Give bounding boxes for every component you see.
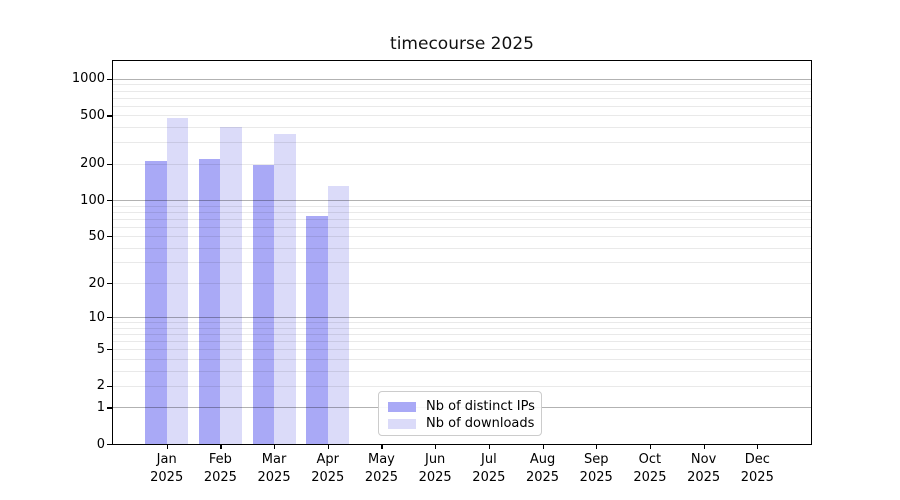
gridline-minor-200 [113,163,811,165]
x-tick-label-apr: Apr 2025 [311,452,345,485]
gridline-minor-20 [113,283,811,285]
bar-nb-of-distinct-ips-mar [252,164,275,444]
gridline-minor-6 [113,341,811,343]
bar-nb-of-downloads-feb [220,126,242,444]
x-tick-label-feb: Feb 2025 [203,452,237,485]
y-tick-mark [107,349,113,351]
x-tick-mark [274,444,276,449]
gridline-minor-9 [113,322,811,324]
legend-item-distinct-ips: Nb of distinct IPs [388,398,535,415]
x-tick-mark [649,444,652,449]
gridline-minor-300 [113,142,811,144]
x-tick-label-sep: Sep 2025 [579,452,613,485]
x-tick-label-jan: Jan 2025 [150,452,184,485]
gridline-minor-60 [113,226,811,228]
x-tick-mark [542,444,544,449]
x-tick-mark [488,444,491,449]
y-tick-mark [107,385,113,388]
x-tick-label-dec: Dec 2025 [740,452,774,485]
y-tick-mark [107,444,113,446]
chart-title: timecourse 2025 [390,34,534,54]
x-tick-label-aug: Aug 2025 [525,452,560,485]
y-tick-mark [107,236,113,238]
bar-nb-of-distinct-ips-jan [145,161,167,444]
gridline-minor-2 [113,385,811,387]
legend-swatch-distinct-ips [388,401,416,412]
y-tick-label-1000: 1000 [71,71,105,87]
y-tick-label-0: 0 [96,436,105,452]
x-tick-label-nov: Nov 2025 [687,452,721,485]
y-tick-mark [107,115,113,117]
gridline-minor-40 [113,247,811,249]
bar-nb-of-downloads-mar [274,133,296,444]
gridline-minor-4 [113,358,811,360]
gridline-minor-500 [113,115,811,117]
y-tick-label-50: 50 [88,228,105,244]
gridline-major-1000 [113,78,811,80]
y-tick-mark [107,163,113,165]
plot-area: Nb of distinct IPs Nb of downloads [111,59,812,445]
x-tick-label-mar: Mar 2025 [257,452,291,485]
y-tick-mark [107,78,113,80]
legend-label-downloads: Nb of downloads [426,416,535,431]
x-tick-label-may: May 2025 [364,452,398,485]
gridline-major-100 [113,200,811,202]
gridline-minor-8 [113,327,811,329]
gridline-minor-30 [113,262,811,264]
gridline-minor-600 [113,105,811,107]
gridline-minor-800 [113,90,811,92]
x-tick-mark [703,444,705,449]
x-tick-label-jul: Jul 2025 [472,452,506,485]
gridline-minor-400 [113,127,811,129]
y-tick-label-200: 200 [80,156,105,172]
gridline-minor-3 [113,370,811,372]
gridline-minor-700 [113,97,811,99]
y-tick-label-100: 100 [80,192,105,208]
gridline-minor-5 [113,349,811,351]
bar-nb-of-downloads-apr [327,185,350,444]
x-tick-mark [220,444,222,449]
bar-nb-of-downloads-jan [166,118,189,444]
y-tick-mark [107,317,113,319]
bar-nb-of-distinct-ips-apr [306,216,328,444]
y-tick-label-10: 10 [88,309,105,325]
legend: Nb of distinct IPs Nb of downloads [378,391,542,436]
legend-label-distinct-ips: Nb of distinct IPs [426,399,535,414]
x-tick-mark [757,444,759,449]
legend-swatch-downloads [388,418,416,429]
y-tick-label-2: 2 [96,378,105,394]
bar-nb-of-distinct-ips-feb [198,159,221,444]
gridline-minor-90 [113,205,811,207]
x-tick-mark [166,444,168,449]
x-tick-mark [435,444,437,449]
gridline-minor-900 [113,84,811,86]
legend-item-downloads: Nb of downloads [388,415,535,432]
gridline-major-10 [113,317,811,319]
y-tick-label-500: 500 [80,107,105,123]
gridline-minor-7 [113,334,811,336]
y-tick-label-1: 1 [96,399,105,415]
y-tick-label-20: 20 [88,275,105,291]
y-tick-label-5: 5 [96,341,105,357]
x-tick-label-jun: Jun 2025 [418,452,452,485]
gridline-minor-50 [113,236,811,238]
y-tick-mark [107,200,113,202]
gridline-minor-70 [113,218,811,220]
y-tick-mark [107,407,113,409]
x-tick-mark [327,444,329,449]
x-tick-mark [381,444,383,449]
x-tick-label-oct: Oct 2025 [633,452,667,485]
x-tick-mark [596,444,598,449]
gridline-minor-80 [113,211,811,213]
y-tick-mark [107,283,113,285]
